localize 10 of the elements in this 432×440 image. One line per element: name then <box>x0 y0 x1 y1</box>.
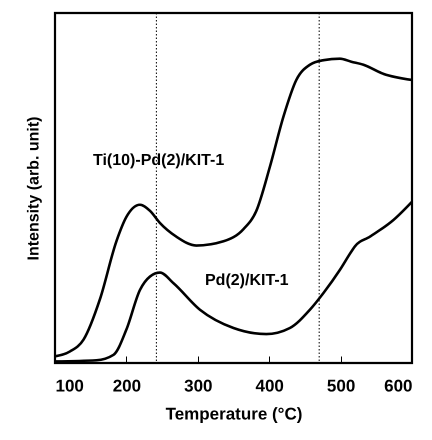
x-tick-label: 100 <box>56 376 84 396</box>
x-axis-title: Temperature (°C) <box>166 404 302 424</box>
x-tick-label: 400 <box>256 376 284 396</box>
x-tick-label: 500 <box>326 376 356 396</box>
x-tick-label: 300 <box>184 376 212 396</box>
y-axis-title: Intensity (arb. unit) <box>26 116 42 260</box>
text: Ti(10)-Pd(2)/KIT-1 <box>93 152 224 169</box>
x-tick-label: 600 <box>384 376 412 396</box>
x-tick-label: 200 <box>112 376 142 396</box>
series-label: Pd(2)/KIT-1 <box>205 272 289 289</box>
